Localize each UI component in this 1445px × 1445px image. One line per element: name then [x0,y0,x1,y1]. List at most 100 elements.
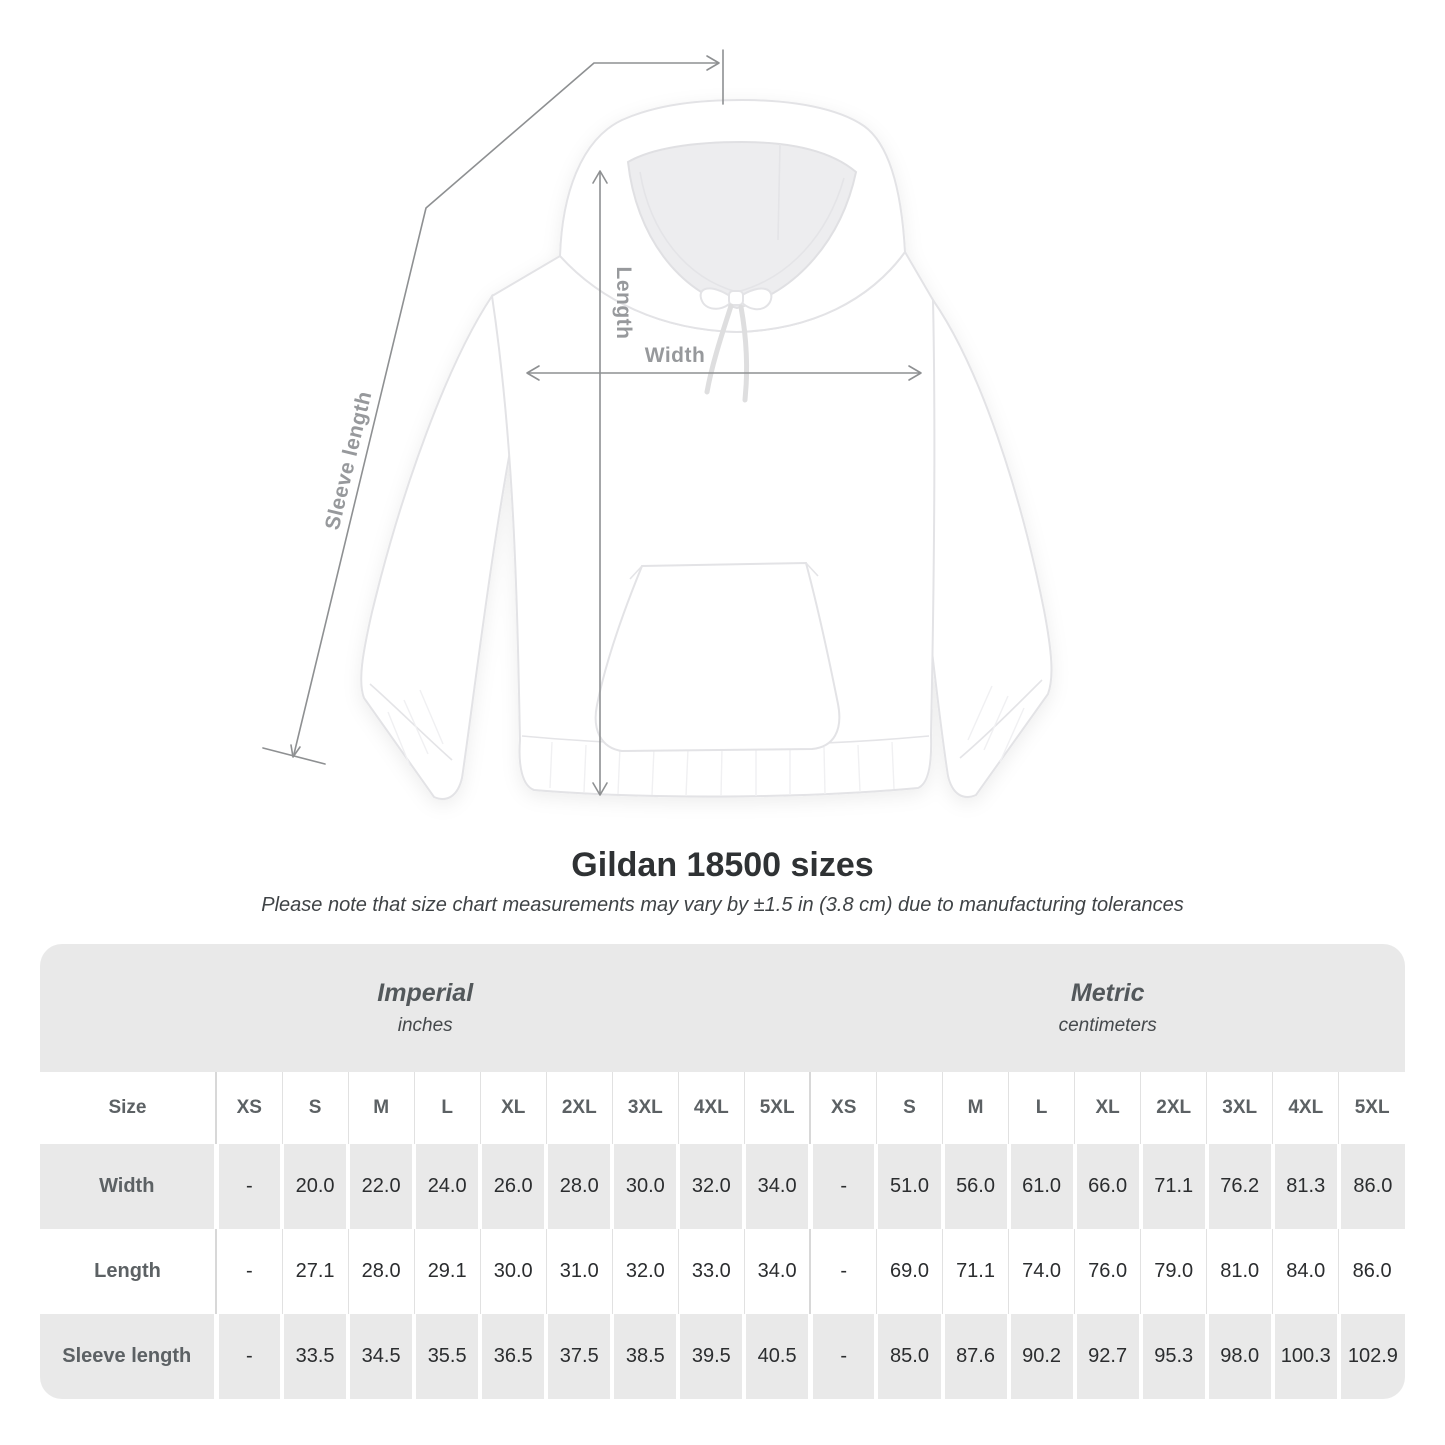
table-cell: 81.0 [1206,1229,1273,1314]
table-cell: 92.7 [1072,1314,1141,1399]
size-col-header: XL [1074,1072,1141,1144]
sleeve-arrowhead-top [706,55,720,71]
row-label-sleeve-length: Sleeve length [40,1314,216,1399]
size-col-header: 2XL [1140,1072,1207,1144]
cuff-tick-mark [262,747,326,765]
waistband-ribbing [549,741,895,797]
width-row: Width - 20.0 22.0 24.0 26.0 28.0 30.0 32… [40,1144,1405,1229]
pocket-corner-stitches [629,562,819,580]
table-cell: 22.0 [346,1144,415,1229]
hoodie-illustration [360,98,1053,800]
table-cell: 30.0 [610,1144,679,1229]
row-label-length: Length [40,1229,216,1314]
tolerance-note: Please note that size chart measurements… [261,894,1184,916]
table-cell: 40.5 [742,1314,811,1399]
table-cell: 37.5 [544,1314,613,1399]
metric-unit: centimeters [1058,1015,1157,1036]
table-cell: 33.0 [677,1229,745,1314]
imperial-group-header: Imperial inches [40,944,811,1072]
table-cell: 61.0 [1006,1144,1075,1229]
table-cell: - [807,1144,877,1229]
size-table: Imperial inches Metric centimeters Size … [40,944,1405,1399]
table-cell: 32.0 [676,1144,745,1229]
right-cuff-seam [959,679,1043,759]
table-cell: 36.5 [478,1314,547,1399]
size-col-header: S [281,1072,349,1144]
table-cell: 20.0 [280,1144,349,1229]
hood-interior [626,140,858,310]
size-col-header: XS [809,1072,877,1144]
length-arrowhead-bottom [592,782,608,796]
table-cell: 86.0 [1338,1229,1405,1314]
table-cell: 66.0 [1072,1144,1141,1229]
imperial-label: Imperial [377,979,474,1007]
size-col-header: 5XL [1338,1072,1405,1144]
table-cell: 79.0 [1140,1229,1207,1314]
table-cell: 98.0 [1204,1314,1273,1399]
size-col-header: XS [214,1072,283,1144]
size-header-row: Size XS S M L XL 2XL 3XL 4XL 5XL XS S M … [40,1072,1405,1144]
left-cuff-ribbing [387,689,444,767]
table-cell: 87.6 [940,1314,1009,1399]
size-col-header: 5XL [743,1072,811,1144]
measurement-arrows [262,49,922,796]
metric-group-header: Metric centimeters [810,944,1405,1072]
table-cell: 29.1 [413,1229,481,1314]
table-cell: - [807,1314,877,1399]
table-cell: - [213,1144,283,1229]
hood-back-seam [777,143,781,241]
table-cell: 81.3 [1270,1144,1339,1229]
table-cell: 100.3 [1270,1314,1339,1399]
table-cell: 39.5 [676,1314,745,1399]
hoodie-size-diagram: Width Length Sleeve length [262,49,1053,800]
table-cell: 28.0 [347,1229,415,1314]
width-arrowhead-left [526,365,540,381]
table-cell: 24.0 [412,1144,481,1229]
size-col-header: 4XL [1272,1072,1339,1144]
table-cell: 26.0 [478,1144,547,1229]
table-cell: 34.5 [346,1314,415,1399]
size-col-header: 3XL [1206,1072,1273,1144]
table-cell: 56.0 [940,1144,1009,1229]
drawstring-left-loop [699,287,734,310]
drawstring-right-loop [738,287,773,311]
sleeve-length-arrow [293,62,719,755]
table-cell: 86.0 [1336,1144,1405,1229]
table-cell: 76.2 [1204,1144,1273,1229]
sleeve-length-label: Sleeve length [321,389,376,532]
kangaroo-pocket [594,561,841,753]
table-cell: 31.0 [545,1229,613,1314]
table-cell: - [214,1229,283,1314]
table-cell: 30.0 [479,1229,547,1314]
size-col-header: XL [479,1072,547,1144]
unit-group-header-row: Imperial inches Metric centimeters [40,944,1405,1072]
table-cell: 28.0 [544,1144,613,1229]
table-cell: 69.0 [875,1229,943,1314]
table-cell: 76.0 [1074,1229,1141,1314]
page-title: Gildan 18500 sizes [571,846,874,884]
width-arrowhead-right [908,365,922,381]
right-cuff-ribbing [967,685,1025,763]
table-cell: 34.0 [743,1229,811,1314]
table-cell: 38.5 [610,1314,679,1399]
sleeve-length-row: Sleeve length - 33.5 34.5 35.5 36.5 37.5… [40,1314,1405,1399]
table-cell: 102.9 [1336,1314,1405,1399]
size-col-header: 3XL [611,1072,679,1144]
table-cell: 34.0 [742,1144,811,1229]
imperial-unit: inches [397,1015,453,1036]
size-col-header: M [942,1072,1009,1144]
row-label-width: Width [40,1144,216,1229]
size-header: Size [40,1072,216,1144]
table-cell: 35.5 [412,1314,481,1399]
length-row: Length - 27.1 28.0 29.1 30.0 31.0 32.0 3… [40,1229,1405,1314]
drawstring-knot [728,290,744,306]
sleeve-arrowhead-bottom [290,744,301,758]
left-cuff-seam [369,683,453,761]
table-cell: 71.1 [1138,1144,1207,1229]
table-cell: 33.5 [280,1314,349,1399]
table-cell: 95.3 [1138,1314,1207,1399]
table-cell: 84.0 [1272,1229,1339,1314]
size-col-header: L [413,1072,481,1144]
hoodie-left-sleeve [360,293,522,800]
drawstring-right-cord [738,304,750,403]
